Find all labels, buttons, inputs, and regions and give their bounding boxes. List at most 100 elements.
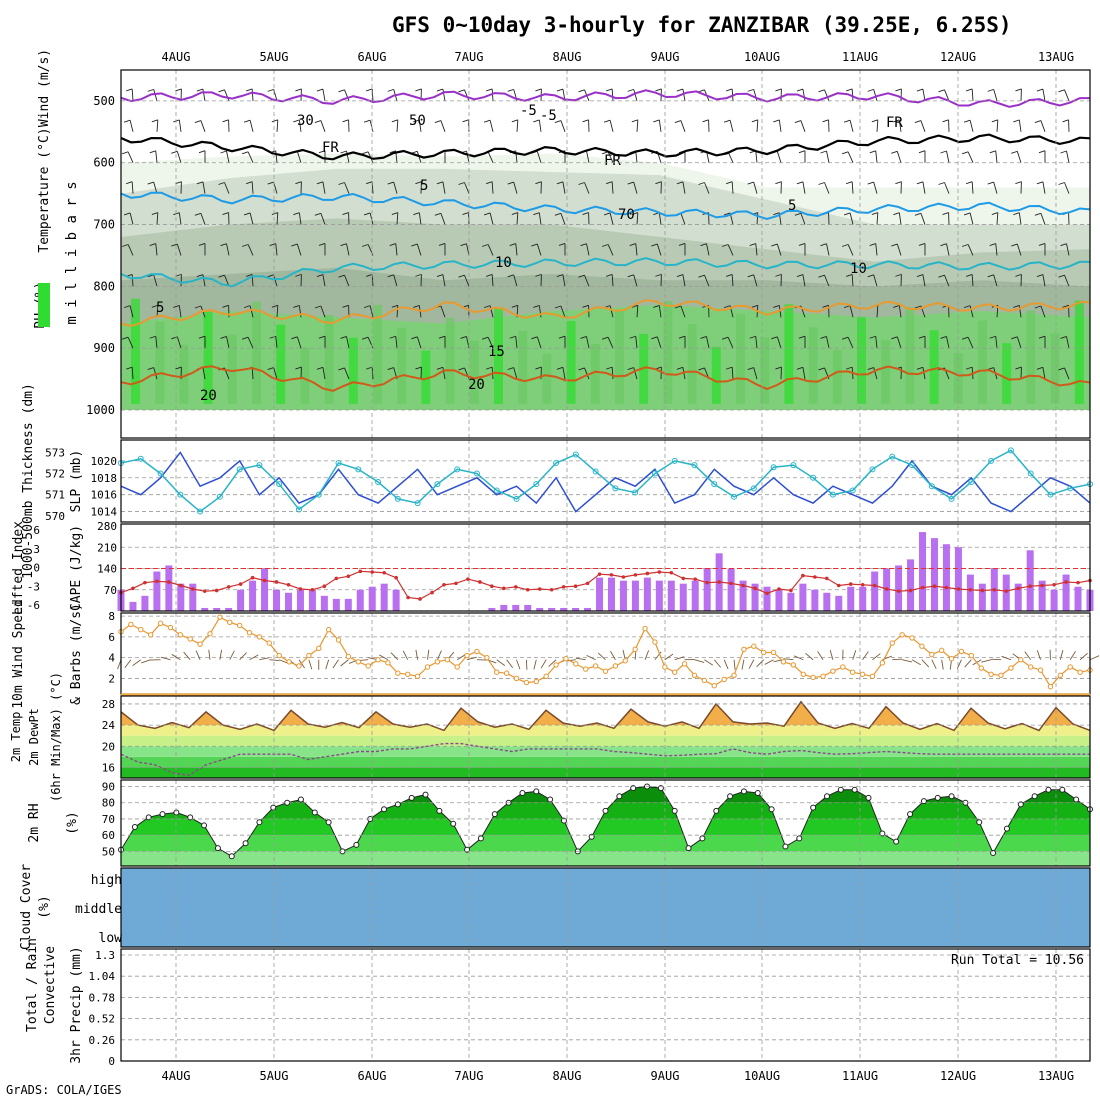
li-marker (848, 582, 853, 586)
wind-speed-marker (751, 643, 757, 649)
wind-barb-flag (798, 335, 806, 339)
wind-barb-flag (895, 273, 902, 277)
wind-barb-flag (531, 336, 538, 340)
wind-barb-flag (175, 366, 182, 370)
wind-speed-marker (820, 673, 826, 680)
wind-barb (776, 151, 782, 163)
li-label: Lifted Index (11, 521, 26, 615)
wind-barb-flag (295, 366, 302, 370)
wind-barb (731, 181, 734, 194)
li-marker (908, 588, 913, 593)
li-marker (502, 586, 506, 591)
contour-label: 20 (200, 388, 217, 404)
wind-barb-flag (963, 212, 971, 216)
wind-barb-flag (340, 336, 347, 339)
rh-marker (1045, 786, 1052, 793)
wind-barb (178, 305, 182, 318)
wind-barb-flag (603, 212, 611, 216)
rh-column (857, 317, 866, 404)
wind-barb (346, 150, 350, 163)
wind-barb-flag (151, 304, 158, 308)
rh-marker (879, 830, 886, 837)
wind-barb-flag (241, 336, 249, 340)
series-marker (473, 470, 480, 477)
rh-column (590, 343, 600, 404)
wind-barb (802, 367, 806, 380)
wind-barb-flag (1038, 150, 1046, 154)
li-marker (274, 580, 279, 584)
wind-barb-flag (340, 243, 347, 247)
wind-barb-flag (436, 366, 444, 370)
wind-barb (783, 658, 794, 661)
li-marker (537, 587, 542, 591)
slp-label: SLP (mb) (69, 450, 84, 513)
rh-marker (1031, 793, 1038, 800)
wind-barb-flag (291, 336, 298, 340)
cape-bar (1074, 586, 1082, 611)
wind-barb-flag (1011, 336, 1018, 340)
wind-barb-flag (413, 304, 420, 308)
wind-barb (141, 659, 151, 664)
wind-barb-flag (415, 181, 422, 185)
wind-barb-flag (843, 119, 851, 123)
wind-barb-flag (846, 88, 853, 92)
wind-barb-flag (149, 243, 156, 246)
wind-barb (922, 181, 926, 194)
wind-speed-marker (464, 652, 470, 659)
wind-barb-flag (914, 305, 922, 309)
wind-barb (729, 120, 734, 132)
wind-barb (251, 367, 254, 380)
wind-barb-flag (436, 88, 444, 92)
wind-barb (946, 336, 950, 349)
wind-barb (1042, 181, 1046, 194)
wind-barb-flag (726, 366, 733, 370)
date-label-bottom: 13AUG (1038, 1069, 1074, 1083)
wind-barb-flag (796, 181, 804, 185)
wind-barb-flag (916, 366, 924, 370)
wind-speed-marker (958, 648, 965, 655)
rh-column (1026, 310, 1036, 404)
wind-barb-flag (415, 273, 422, 277)
wind-barb-flag (820, 150, 827, 154)
wind-barb-flag (846, 366, 853, 370)
wind-barb (996, 119, 999, 132)
wind-barb (273, 367, 278, 380)
wind-barb (995, 150, 998, 163)
y-tick-label-right: 1014 (91, 506, 118, 519)
wind-barb-flag (387, 181, 394, 185)
wind-barb-flag (867, 181, 874, 185)
wind-barb (1016, 243, 1022, 256)
wind-speed-marker (128, 621, 134, 628)
wind-barb-flag (942, 119, 949, 123)
wind-barb-flag (723, 212, 731, 216)
wind-barb (538, 119, 542, 132)
wind-barb (466, 656, 477, 661)
wind-barb-flag (698, 367, 705, 371)
li-marker (980, 588, 985, 593)
wind-barb (491, 181, 494, 194)
date-label-top: 7AUG (455, 50, 484, 64)
wind-barb (1036, 650, 1041, 660)
wind-barb-flag (366, 366, 373, 370)
rh-column (687, 324, 697, 404)
wind-barb (540, 659, 547, 669)
wind-barb-flag (653, 304, 660, 308)
wind-barb (562, 367, 566, 380)
wind-barb (802, 274, 806, 287)
rh-column (905, 307, 915, 404)
wind-barb-flag (1038, 335, 1046, 339)
wind-barb (202, 274, 206, 287)
wind-barb (442, 181, 446, 194)
wind-barb (251, 88, 254, 101)
wind-speed-marker (721, 676, 727, 683)
wind-speed-marker (701, 677, 708, 684)
wind-barb-flag (366, 273, 373, 277)
wind-speed-label: 10m Wind Speed (11, 599, 26, 709)
wind-speed-marker (919, 643, 925, 649)
wind-barb-flag (700, 336, 707, 339)
wind-barb-flag (961, 336, 969, 340)
wind-barb (1059, 649, 1064, 660)
wind-barb (636, 119, 639, 132)
rh-column (760, 337, 770, 404)
wind-barb-flag (149, 335, 156, 339)
